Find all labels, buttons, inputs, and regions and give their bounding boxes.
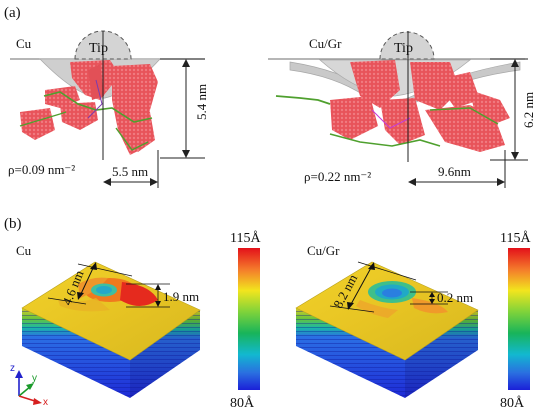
indenter-tip-shape: [379, 31, 435, 60]
panel-b-left-title: Cu: [16, 243, 32, 258]
axis-x-label: x: [43, 397, 48, 408]
panel-b-right-title: Cu/Gr: [307, 243, 340, 258]
panel-a-left-density: ρ=0.09 nm⁻²: [8, 162, 76, 177]
colorbar-left-max: 115Å: [230, 231, 261, 246]
panel-b-left-pileup: 1.9 nm: [163, 289, 200, 304]
panel-a-right-simulation: [268, 31, 528, 188]
panel-a-right-depth: 6.2 nm: [521, 91, 536, 128]
panel-a-left-simulation: [10, 30, 205, 188]
panel-a-label: (a): [4, 5, 21, 21]
colorbar-right-min: 80Å: [500, 396, 525, 411]
panel-a-right-density: ρ=0.22 nm⁻²: [304, 169, 372, 184]
colorbar-right: [508, 248, 530, 390]
colorbar-left: [238, 248, 260, 390]
panel-b-right-pileup: 0.2 nm: [437, 290, 474, 305]
panel-b-left-simulation: [21, 261, 201, 398]
panel-a-left-tip-label: Tip: [89, 41, 108, 56]
panel-b-label: (b): [4, 216, 22, 232]
coordinate-axes: [15, 370, 42, 405]
axis-z-label: z: [10, 363, 15, 374]
colorbar-right-max: 115Å: [500, 231, 531, 246]
panel-a-left-depth: 5.4 nm: [194, 83, 209, 120]
panel-b-right-simulation: [295, 261, 479, 398]
panel-a-right-width: 9.6nm: [438, 164, 471, 179]
axis-y-label: y: [32, 373, 37, 384]
panel-a-right-tip-label: Tip: [394, 41, 413, 56]
panel-a-right-title: Cu/Gr: [309, 36, 342, 51]
colorbar-left-min: 80Å: [230, 396, 255, 411]
panel-a-left-title: Cu: [16, 36, 32, 51]
panel-a-left-width: 5.5 nm: [112, 164, 149, 179]
